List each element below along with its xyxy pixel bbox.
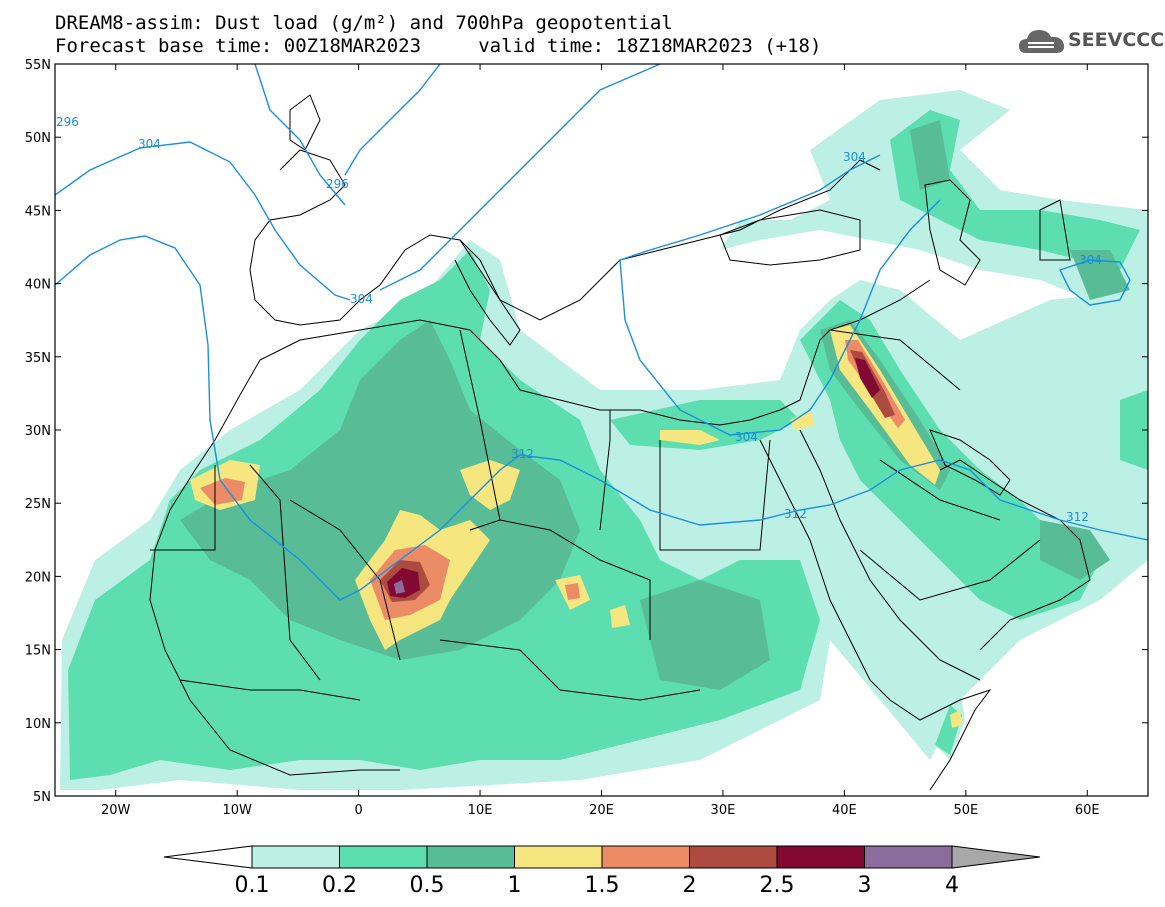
- lat-tick-label: 5N: [33, 790, 51, 805]
- lat-tick-label: 15N: [25, 644, 51, 659]
- colorbar-box: [339, 845, 428, 869]
- lat-tick-label: 40N: [25, 278, 51, 293]
- longitude-axis: 20W 10W 0 10E 20E 30E 40E 50E 60E: [101, 64, 1100, 818]
- contour-label: 304: [735, 430, 758, 444]
- lon-tick-label: 20E: [589, 803, 614, 818]
- contour-label: 296: [326, 177, 349, 191]
- colorbar-box: [426, 845, 515, 869]
- dust-level-purple: [394, 580, 405, 594]
- seevccc-logo: SEEVCCC: [1018, 26, 1164, 60]
- lat-tick-label: 55N: [25, 58, 51, 73]
- contour-labels: 296 304 296 304 312 304 312 304 312 304: [56, 115, 1102, 524]
- colorbar-level-label: 2.5: [760, 873, 795, 898]
- colorbar-box: [514, 845, 603, 869]
- colorbar-box: [251, 845, 340, 869]
- lon-tick-label: 40E: [832, 803, 857, 818]
- colorbar-level-label: 2: [683, 873, 697, 898]
- contour-label: 312: [511, 447, 534, 461]
- colorbar-level-label: 4: [945, 873, 959, 898]
- colorbar-level-label: 1.5: [585, 873, 620, 898]
- forecast-time-info: Forecast base time: 00Z18MAR2023 valid t…: [55, 35, 822, 57]
- dust-level-maroon: [387, 358, 880, 598]
- colorbar-box: [601, 845, 690, 869]
- map-title: DREAM8-assim: Dust load (g/m²) and 700hP…: [55, 12, 673, 34]
- lon-tick-label: 10W: [222, 803, 252, 818]
- cloud-icon: [1019, 30, 1065, 53]
- lat-tick-label: 25N: [25, 497, 51, 512]
- lon-tick-label: 10E: [468, 803, 493, 818]
- coastlines: [149, 94, 1091, 791]
- lat-tick-label: 20N: [25, 570, 51, 585]
- lat-tick-label: 50N: [25, 131, 51, 146]
- lat-tick-label: 30N: [25, 424, 51, 439]
- lat-tick-label: 45N: [25, 204, 51, 219]
- lon-tick-label: 60E: [1075, 803, 1100, 818]
- dust-load-shading: [60, 90, 1148, 790]
- contour-label: 304: [1079, 253, 1102, 267]
- contour-label: 312: [1066, 510, 1089, 524]
- lon-tick-label: 30E: [711, 803, 736, 818]
- latitude-axis: 55N 50N 45N 40N 35N 30N 25N 20N 15N 10N 5N: [25, 58, 1148, 805]
- lat-tick-label: 35N: [25, 351, 51, 366]
- colorbar-box: [864, 845, 953, 869]
- colorbar-max-arrow: [951, 845, 1041, 869]
- colorbar-level-label: 0.2: [322, 873, 357, 898]
- colorbar-box: [689, 845, 778, 869]
- logo-text: SEEVCCC: [1068, 29, 1165, 51]
- geopotential-contours: [55, 64, 1148, 601]
- lon-tick-label: 0: [354, 803, 362, 818]
- lon-tick-label: 50E: [953, 803, 978, 818]
- colorbar-min-arrow: [163, 845, 253, 869]
- lat-tick-label: 10N: [25, 717, 51, 732]
- contour-label: 304: [843, 150, 866, 164]
- contour-label: 312: [784, 507, 807, 521]
- colorbar: 0.1 0.2 0.5 1 1.5 2 2.5 3 4: [163, 845, 1041, 898]
- colorbar-box: [776, 845, 865, 869]
- contour-label: 304: [138, 137, 161, 151]
- contour-label: 296: [56, 115, 79, 129]
- colorbar-level-label: 3: [858, 873, 872, 898]
- contour-label: 304: [350, 292, 373, 306]
- colorbar-level-label: 1: [508, 873, 522, 898]
- colorbar-level-label: 0.5: [410, 873, 445, 898]
- lon-tick-label: 20W: [101, 803, 131, 818]
- colorbar-level-label: 0.1: [235, 873, 270, 898]
